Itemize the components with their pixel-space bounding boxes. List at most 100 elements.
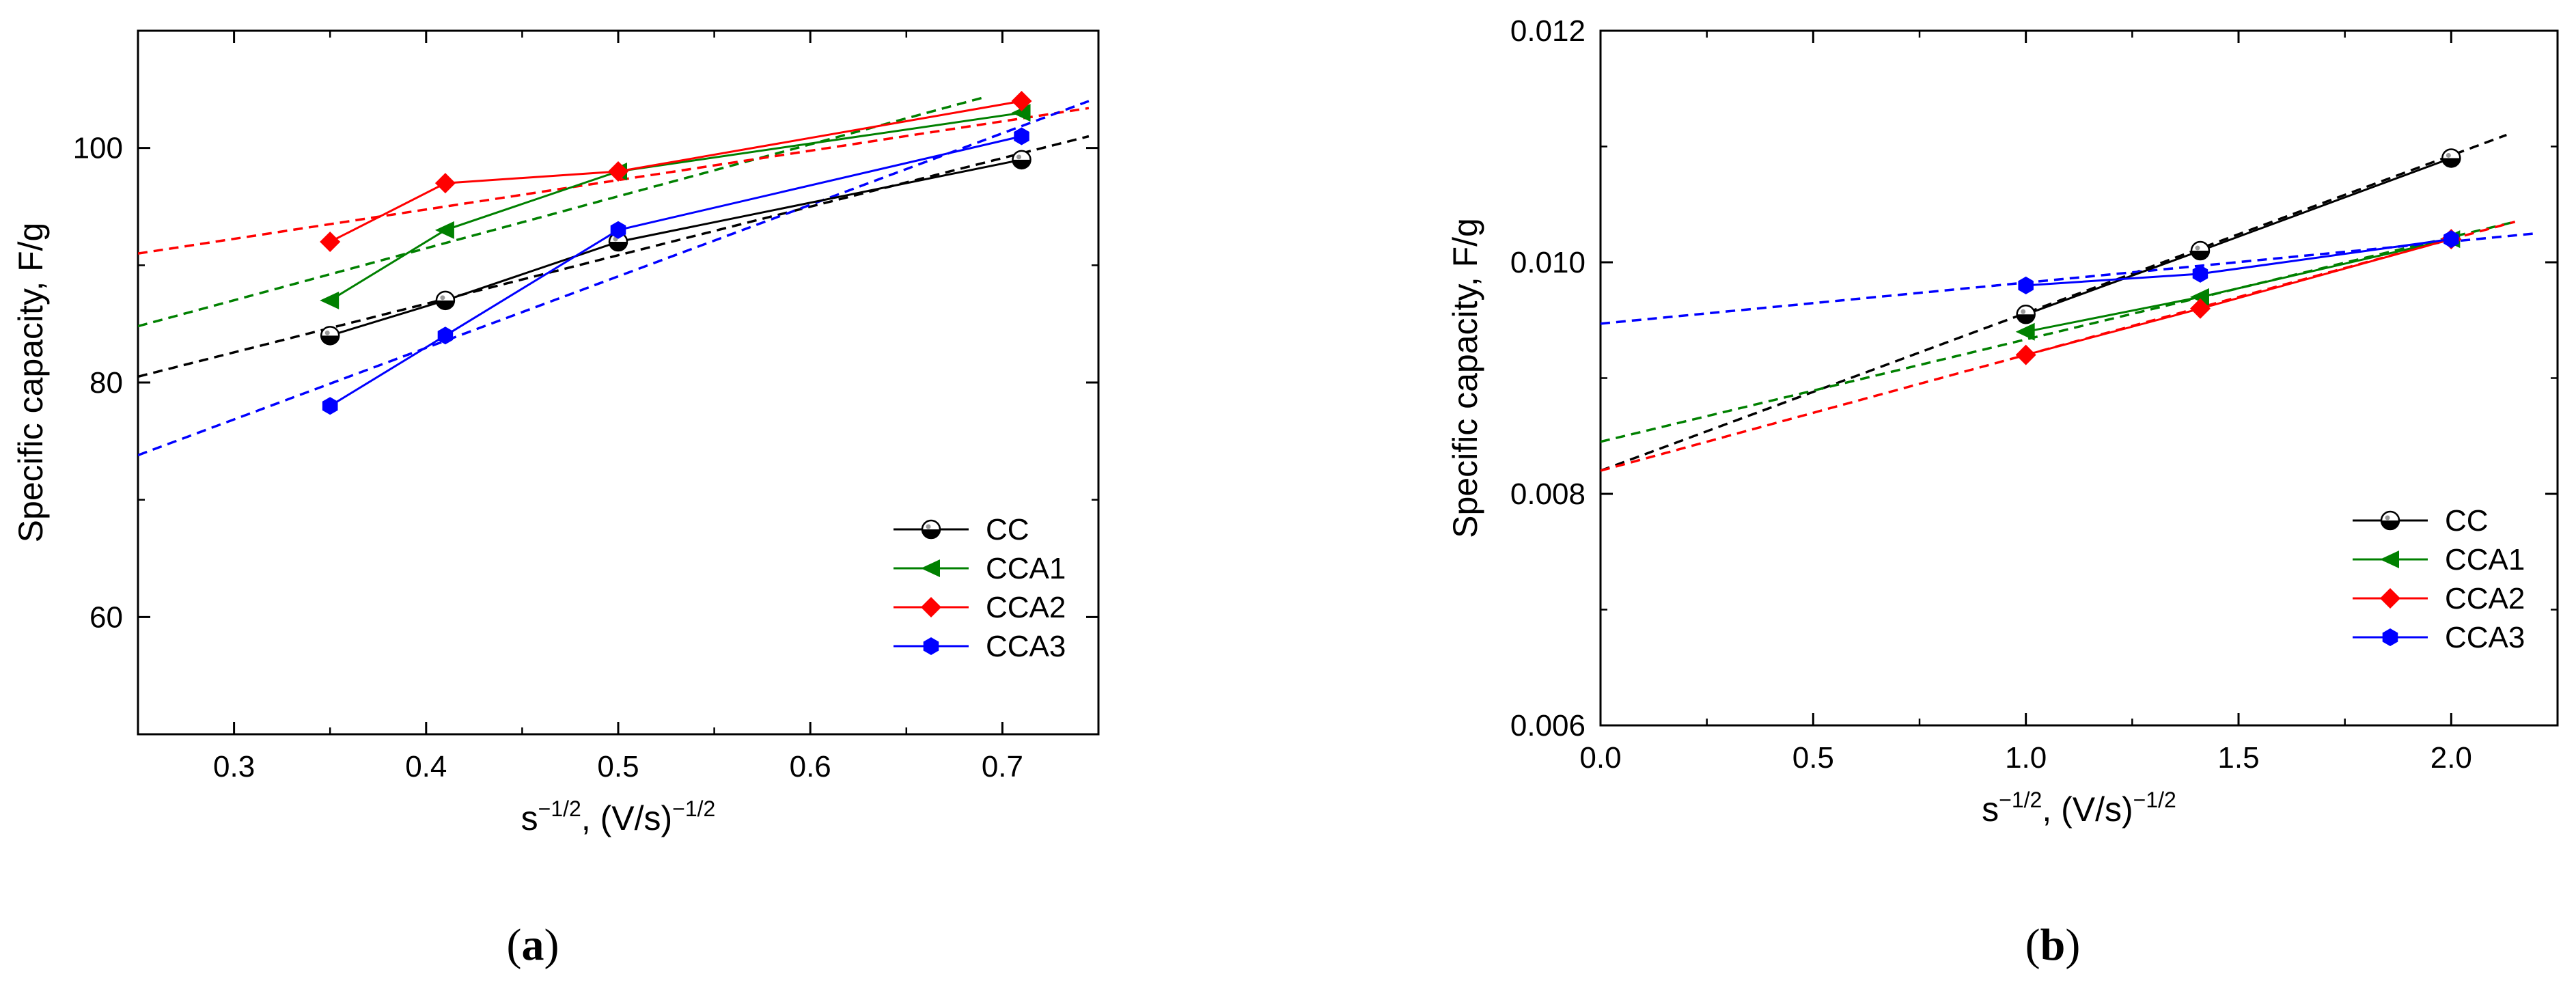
data-point-cca2-b	[2189, 298, 2211, 319]
legend-label-cca1-a: CCA1	[986, 552, 1066, 585]
legend-label-cc-a: CC	[986, 513, 1029, 546]
plot-frame-a	[137, 29, 1100, 736]
x-tick-label-a: 0.4	[405, 750, 447, 783]
legend-marker-cca3-b	[2382, 628, 2398, 646]
data-point-cc-b-fill	[2442, 158, 2461, 167]
legend-label-cca1-b: CCA1	[2445, 543, 2525, 576]
y-tick-label-a: 100	[73, 132, 123, 165]
data-point-cc-b-shine	[2446, 152, 2451, 158]
data-point-cc-a-fill	[1012, 159, 1031, 169]
x-tick-label-b: 2.0	[2430, 741, 2472, 775]
data-point-cc-a	[320, 326, 340, 346]
x-tick-label-a: 0.6	[790, 750, 831, 783]
legend-label-cca3-a: CCA3	[986, 630, 1066, 663]
x-tick-label-b: 1.5	[2217, 741, 2259, 775]
legend-marker-cca1-a	[921, 559, 940, 577]
chart-panel-a: 0.3 0.4 0.5 0.6 0.7 60 80 100 s−1/2, (V/s)−1/2 Sp…	[12, 29, 1100, 837]
legend-marker-cc-b	[2380, 510, 2400, 531]
y-axis-label-b: Specific capacity, F/g	[1446, 218, 1484, 538]
series-line-cca3-b	[2025, 238, 2452, 287]
y-tick-label-a: 60	[89, 600, 123, 634]
x-tick-label-a: 0.3	[213, 750, 255, 783]
data-point-cca3-a	[610, 221, 626, 239]
legend-b: CC CCA1 CCA2 CCA3	[2353, 504, 2525, 654]
fit-line-cca1-b	[1601, 220, 2516, 443]
data-point-cca2-a	[434, 173, 456, 194]
y-tick-label-b: 0.010	[1510, 246, 1585, 279]
data-point-cc-a	[435, 290, 456, 311]
data-point-cca1-a	[434, 221, 454, 239]
fit-line-cca3-a	[138, 100, 1090, 457]
data-point-cc-a-fill	[609, 242, 627, 251]
data-point-cca3-b	[2018, 276, 2034, 294]
panel-label-a: (a)	[507, 920, 559, 970]
data-point-cc-a-shine	[1016, 154, 1022, 160]
panel-label-b: (b)	[2025, 920, 2081, 970]
series-line-cca1-b	[2025, 238, 2452, 333]
y-tick-label-b: 0.008	[1510, 477, 1585, 511]
x-tick-label-b: 1.0	[2005, 741, 2047, 775]
legend-marker-cca3-a	[923, 637, 939, 655]
chart-panel-b: 0.0 0.5 1.0 1.5 2.0 0.006 0.008 0.010 0.012 s−1/2…	[1446, 14, 2559, 829]
legend-marker-cc-a-shine	[926, 524, 931, 529]
data-point-cc-b-shine	[2021, 309, 2026, 314]
data-point-cca3-b	[2192, 264, 2208, 283]
legend-label-cc-b: CC	[2445, 504, 2489, 538]
legend-marker-cc-b-shine	[2385, 515, 2390, 520]
x-tick-label-b: 0.5	[1792, 741, 1834, 775]
data-point-cca2-a	[1011, 91, 1032, 111]
x-axis-label-a: s−1/2, (V/s)−1/2	[521, 796, 716, 837]
data-point-cc-b	[2441, 148, 2461, 168]
data-point-cc-a-fill	[321, 335, 340, 345]
legend-marker-cca2-a	[921, 597, 941, 617]
data-point-cc-a	[608, 232, 628, 252]
fit-line-cc-a	[138, 135, 1090, 378]
x-tick-label-a: 0.7	[982, 750, 1023, 783]
plot-frame-b	[1599, 29, 2559, 727]
data-point-cc-b	[2016, 305, 2036, 324]
legend-marker-cca1-b	[2380, 551, 2399, 568]
data-point-cc-b-fill	[2017, 314, 2035, 324]
x-tick-label-b: 0.0	[1579, 741, 1621, 775]
series-line-cc-a	[329, 158, 1022, 337]
data-point-cc-b	[2190, 240, 2211, 261]
legend-label-cca3-b: CCA3	[2445, 621, 2525, 654]
data-point-cca3-a	[437, 326, 454, 345]
series-line-cc-b	[2025, 157, 2452, 316]
legend-marker-cc-b-fill	[2381, 520, 2399, 529]
plot-content-b	[1601, 133, 2537, 472]
data-point-cca3-a	[322, 397, 338, 415]
fit-line-cca1-a	[138, 96, 984, 328]
legend-marker-cc-a	[921, 519, 941, 540]
data-point-cc-b-shine	[2195, 245, 2200, 251]
legend-marker-cca2-b	[2380, 588, 2400, 609]
fit-line-cca2-a	[138, 107, 1090, 255]
data-point-cc-a-shine	[324, 330, 330, 335]
x-tick-label-a: 0.5	[597, 750, 639, 783]
series-line-cca2-b	[2025, 238, 2452, 357]
data-point-cca2-a	[320, 232, 341, 252]
data-point-cc-a-fill	[436, 300, 454, 309]
series-line-cca2-a	[329, 100, 1022, 243]
plot-content-a	[138, 91, 1090, 457]
data-point-cca3-a	[1014, 127, 1029, 145]
series-line-cca3-a	[329, 135, 1022, 407]
fit-line-cc-b	[1601, 133, 2507, 472]
y-tick-label-a: 80	[89, 366, 123, 400]
legend-label-cca2-b: CCA2	[2445, 582, 2525, 615]
data-point-cca1-b	[2189, 288, 2209, 306]
data-point-cca1-a	[320, 291, 340, 309]
data-point-cc-b-fill	[2191, 251, 2209, 260]
y-tick-label-b: 0.006	[1510, 709, 1585, 742]
series-line-cca1-a	[329, 111, 1022, 302]
x-axis-label-b: s−1/2, (V/s)−1/2	[1982, 788, 2176, 829]
data-point-cca2-b	[2015, 344, 2036, 365]
data-point-cc-a	[1012, 150, 1031, 170]
y-axis-label-a: Specific capacity, F/g	[12, 223, 50, 543]
data-point-cca1-a	[1011, 104, 1031, 122]
data-point-cca3-b	[2443, 230, 2459, 249]
y-tick-label-b: 0.012	[1510, 14, 1585, 48]
legend-label-cca2-a: CCA2	[986, 591, 1066, 624]
legend-a: CC CCA1 CCA2 CCA3	[894, 513, 1066, 663]
